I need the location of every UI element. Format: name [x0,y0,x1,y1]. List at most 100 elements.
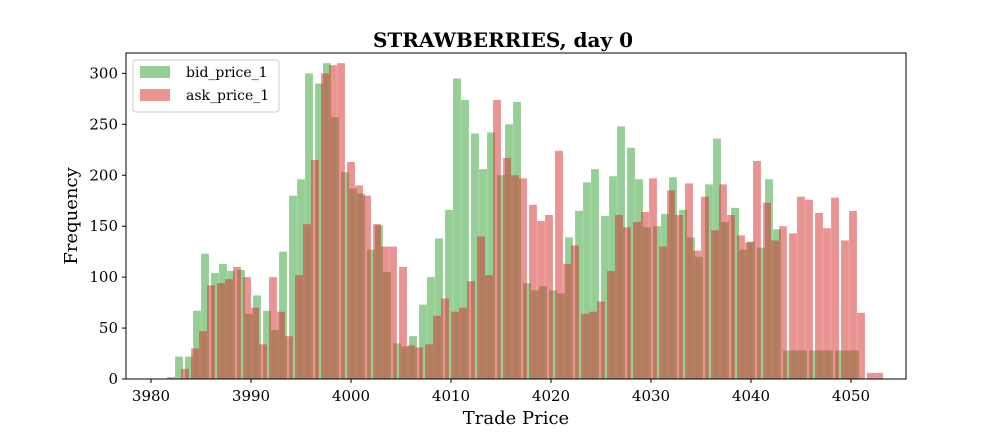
bar-ask_price_1-7 [243,277,251,380]
bar-ask_price_1-8 [251,307,259,379]
bar-ask_price_1-20 [355,185,363,379]
legend-swatch-bid [140,66,170,78]
bar-ask_price_1-31 [451,311,459,379]
y-tick-label: 150 [89,217,118,235]
bar-bid_price_1-3 [193,310,201,379]
bar-bid_price_1-17 [315,83,323,379]
bar-ask_price_1-55 [659,246,667,379]
bar-ask_price_1-11 [277,311,285,379]
x-tick-label: 4010 [432,387,470,405]
bar-bid_price_1-33 [453,78,461,379]
y-tick-label: 50 [99,319,118,337]
bar-ask_price_1-48 [597,301,605,379]
bar-ask_price_1-30 [441,298,449,379]
bar-bid_price_1-1 [175,356,183,379]
bar-ask_price_1-72 [805,199,813,379]
bar-ask_price_1-79 [867,372,875,379]
legend-swatch-ask [140,89,170,101]
bar-ask_price_1-19 [347,162,355,379]
x-tick-label: 3990 [232,387,270,405]
bar-bid_price_1-26 [393,343,401,379]
bar-bid_price_1-68 [757,247,765,379]
legend: bid_price_1 ask_price_1 [132,59,280,113]
bar-ask_price_1-6 [233,266,241,379]
y-tick-label: 250 [89,115,118,133]
chart-title: STRAWBERRIES, day 0 [373,28,633,52]
bar-ask_price_1-68 [771,240,779,379]
y-tick-label: 100 [89,268,118,286]
bar-ask_price_1-18 [337,63,345,379]
bar-ask_price_1-57 [675,214,683,379]
bar-bid_price_1-11 [263,310,271,379]
x-axis-ticks: 3980 3990 4000 4010 4020 4030 4040 4050 [132,379,870,405]
bar-ask_price_1-54 [649,178,657,379]
bars-layer [167,63,883,380]
bar-ask_price_1-42 [545,214,553,379]
bar-bid_price_1-0 [167,376,175,379]
bar-ask_price_1-63 [727,214,735,379]
bar-ask_price_1-53 [641,211,649,379]
bar-bid_price_1-48 [583,182,591,379]
bar-ask_price_1-62 [719,184,727,379]
bar-ask_price_1-32 [459,307,467,379]
x-tick-label: 4000 [332,387,370,405]
bar-ask_price_1-60 [701,196,709,379]
bar-ask_price_1-10 [269,277,277,380]
legend-label-bid: bid_price_1 [186,65,268,81]
bar-ask_price_1-39 [519,178,527,379]
bar-bid_price_1-49 [591,169,599,379]
bar-ask_price_1-52 [633,222,641,379]
bar-bid_price_1-56 [653,226,661,379]
bar-ask_price_1-44 [563,263,571,379]
bar-ask_price_1-29 [433,315,441,379]
bar-ask_price_1-51 [623,227,631,379]
bar-ask_price_1-3 [207,285,215,379]
bar-bid_price_1-2 [185,356,193,379]
bar-bid_price_1-74 [809,350,817,379]
bar-bid_price_1-41 [523,283,531,379]
bar-ask_price_1-73 [815,212,823,379]
bar-ask_price_1-70 [789,233,797,379]
bar-ask_price_1-46 [581,313,589,379]
bar-ask_price_1-9 [259,344,267,379]
bar-ask_price_1-43 [555,150,563,379]
bar-ask_price_1-45 [571,245,579,379]
bar-bid_price_1-44 [549,290,557,379]
bar-ask_price_1-65 [745,242,753,379]
bar-ask_price_1-13 [295,275,303,379]
bar-ask_price_1-49 [607,271,615,379]
bar-ask_price_1-69 [779,226,787,379]
bar-ask_price_1-50 [615,214,623,379]
bar-bid_price_1-4 [201,253,209,379]
bar-ask_price_1-27 [415,347,423,379]
bar-ask_price_1-40 [529,204,537,379]
bar-ask_price_1-21 [363,195,371,380]
bar-ask_price_1-74 [823,228,831,379]
bar-ask_price_1-0 [181,368,189,379]
series-ask_price_1 [181,63,883,380]
bar-ask_price_1-77 [849,210,857,379]
bar-ask_price_1-75 [831,197,839,379]
bar-ask_price_1-36 [493,99,501,380]
x-tick-label: 4020 [532,387,570,405]
y-axis-ticks: 0 50 100 150 200 250 300 [89,64,126,388]
bar-bid_price_1-37 [487,132,495,379]
bar-ask_price_1-22 [373,224,381,379]
bar-ask_price_1-61 [711,230,719,379]
bar-ask_price_1-12 [285,336,293,379]
bar-ask_price_1-59 [693,250,701,379]
bar-bid_price_1-30 [427,277,435,380]
bar-ask_price_1-76 [841,240,849,379]
bar-bid_price_1-38 [497,175,505,379]
y-tick-label: 200 [89,166,118,184]
bar-ask_price_1-33 [467,281,475,379]
bar-ask_price_1-47 [589,311,597,379]
bar-bid_price_1-62 [705,184,713,379]
bar-ask_price_1-64 [737,235,745,379]
bar-bid_price_1-23 [367,249,375,379]
bar-ask_price_1-25 [399,266,407,379]
bar-ask_price_1-16 [321,73,329,380]
bar-bid_price_1-50 [601,216,609,379]
bar-ask_price_1-35 [485,275,493,379]
